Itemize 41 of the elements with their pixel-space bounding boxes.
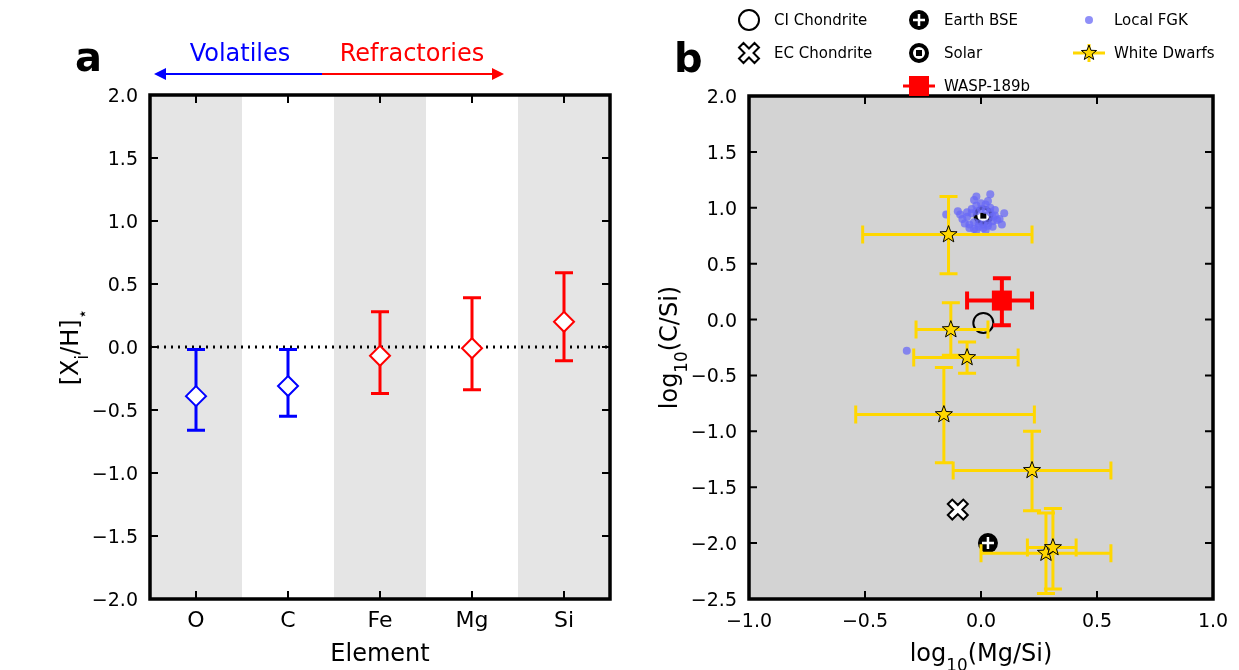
text: Volatiles: [189, 39, 291, 67]
y-tick-label: 1.0: [706, 196, 737, 219]
y-tick-label: −0.5: [690, 364, 737, 387]
legend-label: Earth BSE: [944, 11, 1019, 29]
y-tick-label: −2.0: [91, 588, 138, 610]
text: Refractories: [339, 39, 485, 67]
y-tick-label: 0.5: [706, 252, 737, 275]
y-tick-label: −2.0: [690, 532, 737, 555]
x-tick-label: −0.5: [841, 609, 889, 631]
x-tick-label: 1.0: [1197, 609, 1229, 631]
x-axis-title: Element: [330, 639, 430, 667]
x-tick-label: C: [280, 607, 296, 632]
y-tick-label: 0.0: [706, 308, 737, 331]
x-tick-label: Si: [553, 607, 575, 632]
chart-title: b: [674, 35, 703, 81]
x-tick-label: 0.5: [1081, 609, 1113, 631]
x-tick-label: −1.0: [725, 609, 773, 631]
y-tick-label: 2.0: [706, 85, 737, 107]
y-tick-label: 0.5: [107, 273, 138, 295]
y-tick-label: −1.0: [91, 462, 138, 484]
legend-label: Local FGK: [1114, 11, 1189, 29]
y-tick-label: −2.5: [690, 588, 737, 610]
x-tick-label: O: [187, 607, 205, 632]
y-tick-label: 2.0: [107, 84, 138, 106]
y-tick-label: 1.5: [107, 147, 138, 169]
legend-label: CI Chondrite: [774, 11, 868, 29]
y-tick-label: 0.0: [107, 336, 138, 358]
y-tick-label: −1.0: [690, 420, 737, 443]
legend-label: Solar: [944, 44, 984, 62]
legend-label: EC Chondrite: [774, 44, 873, 62]
y-tick-label: −1.5: [91, 525, 138, 547]
x-tick-label: Mg: [455, 607, 489, 632]
y-tick-label: 1.5: [706, 140, 737, 163]
y-tick-label: 1.0: [107, 210, 138, 232]
chart-title: a: [75, 34, 102, 80]
y-tick-label: −0.5: [91, 399, 138, 421]
x-tick-label: 0.0: [965, 609, 997, 631]
y-tick-label: −1.5: [690, 476, 737, 499]
legend-label: WASP-189b: [944, 77, 1031, 95]
legend-label: White Dwarfs: [1114, 44, 1215, 62]
x-tick-label: Fe: [367, 607, 393, 632]
